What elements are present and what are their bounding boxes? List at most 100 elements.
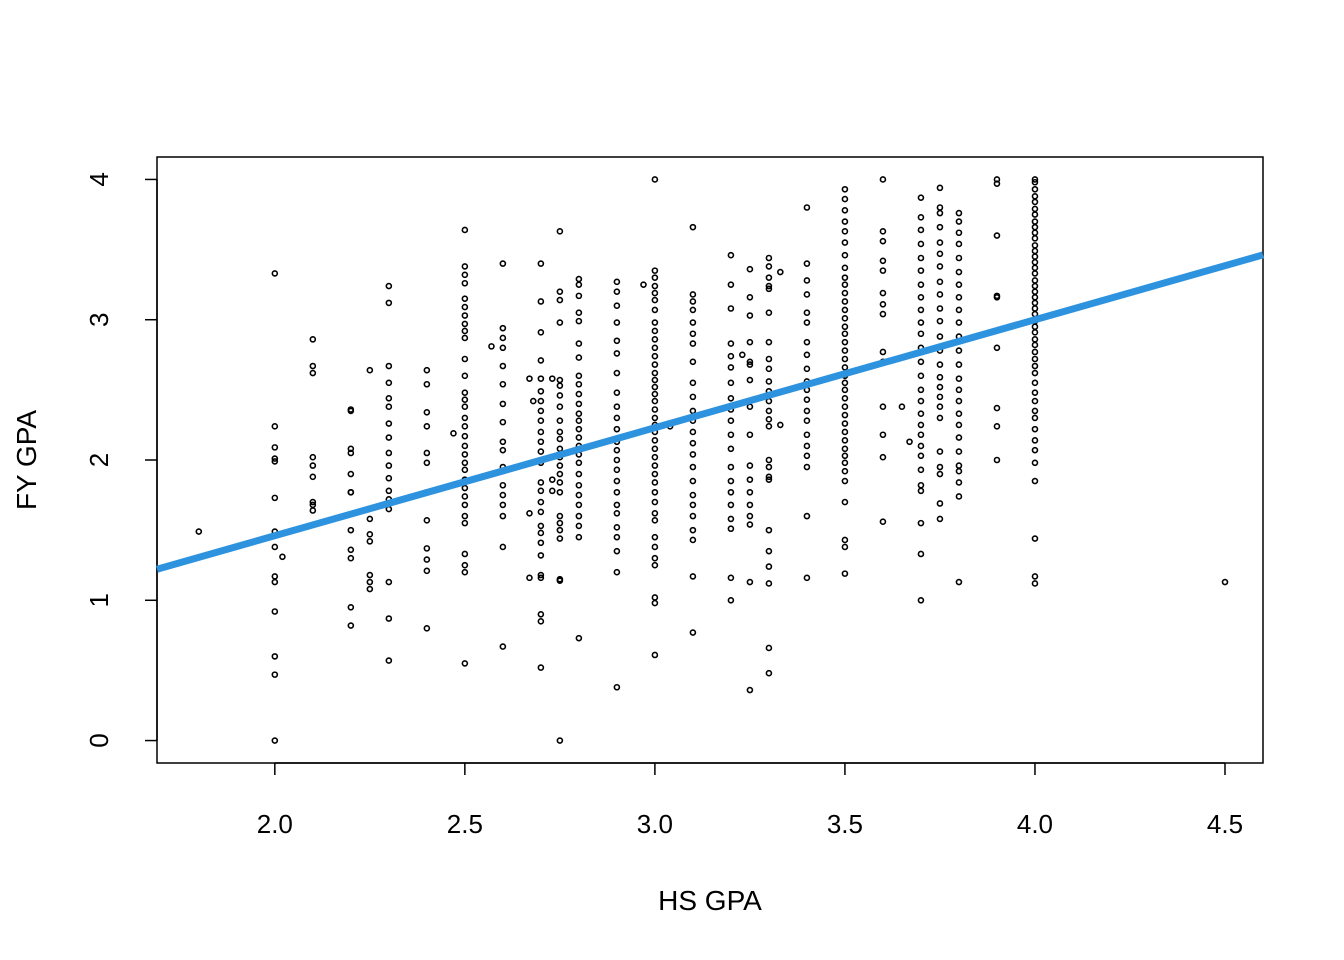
data-point [727, 431, 735, 439]
data-point [765, 282, 773, 290]
data-point [803, 396, 811, 403]
data-point [746, 512, 754, 520]
data-point [461, 295, 469, 302]
data-point [499, 491, 507, 499]
data-point [765, 274, 773, 281]
data-point [936, 373, 944, 381]
data-point [548, 476, 556, 483]
data-point [689, 439, 697, 447]
data-point [917, 442, 925, 450]
data-point [689, 330, 697, 338]
data-point [537, 417, 545, 425]
data-point [955, 229, 963, 237]
data-point [1031, 580, 1039, 587]
data-point [841, 543, 849, 551]
data-point [841, 420, 849, 427]
data-point [499, 380, 507, 388]
data-point [461, 355, 469, 363]
data-point [955, 347, 963, 354]
data-point [423, 517, 431, 524]
data-point [746, 376, 754, 384]
data-point [651, 414, 659, 422]
data-point [575, 281, 583, 288]
data-point [955, 462, 963, 469]
data-point [727, 305, 735, 312]
data-point [423, 366, 431, 374]
data-point [765, 423, 773, 430]
data-point [1031, 205, 1039, 213]
data-point [739, 351, 746, 359]
data-point [461, 226, 469, 234]
data-point [955, 467, 963, 475]
data-point [575, 417, 583, 425]
data-point [526, 510, 533, 517]
data-point [651, 651, 659, 659]
data-point [385, 282, 393, 290]
data-point [651, 306, 659, 314]
data-point [917, 281, 925, 288]
data-point [898, 403, 906, 410]
data-point [556, 535, 564, 542]
data-point [803, 319, 811, 326]
x-tick-label: 3.0 [637, 809, 673, 839]
data-point [936, 393, 944, 401]
data-point [765, 476, 773, 483]
data-point [385, 403, 393, 410]
data-point [613, 350, 621, 357]
data-point [841, 452, 849, 460]
data-point [917, 306, 925, 314]
data-point [613, 425, 621, 433]
data-point [727, 501, 735, 509]
data-point [689, 393, 697, 401]
data-point [461, 568, 469, 576]
data-point [556, 417, 564, 425]
data-point [651, 453, 659, 461]
data-point [556, 488, 564, 496]
data-point [841, 289, 849, 297]
x-tick-label: 4.0 [1017, 809, 1053, 839]
data-point [1031, 192, 1039, 200]
data-point [689, 526, 697, 534]
data-point [651, 376, 659, 384]
data-point [651, 390, 659, 398]
data-point [1031, 329, 1039, 336]
data-point [651, 296, 659, 304]
data-point [499, 643, 507, 650]
data-point [955, 240, 963, 248]
data-point [537, 479, 545, 486]
data-point [727, 352, 735, 360]
data-point [385, 362, 393, 370]
data-point [537, 664, 545, 671]
data-point [556, 479, 564, 486]
data-point [1031, 305, 1039, 312]
data-point [746, 293, 754, 301]
data-point [689, 491, 697, 499]
data-point [499, 344, 507, 352]
data-point [841, 386, 849, 394]
data-point [841, 364, 849, 371]
data-point [917, 466, 925, 474]
data-point [423, 409, 431, 416]
data-point [955, 361, 963, 368]
data-point [1031, 348, 1039, 356]
data-point [271, 671, 279, 678]
data-point [917, 431, 925, 439]
data-point [537, 611, 545, 618]
y-tick-label: 0 [84, 733, 114, 747]
data-point [556, 435, 564, 443]
data-point [879, 257, 887, 265]
data-point [955, 268, 963, 276]
data-point [841, 467, 849, 475]
data-point [936, 239, 944, 246]
data-point [936, 333, 944, 340]
data-point [727, 417, 735, 425]
data-point [385, 434, 393, 441]
data-point [651, 176, 659, 183]
data-point [461, 303, 469, 311]
data-point [537, 448, 545, 455]
data-point [1031, 178, 1039, 186]
data-point [955, 281, 963, 288]
data-point [955, 209, 963, 217]
data-point [955, 421, 963, 429]
data-point [936, 414, 944, 422]
